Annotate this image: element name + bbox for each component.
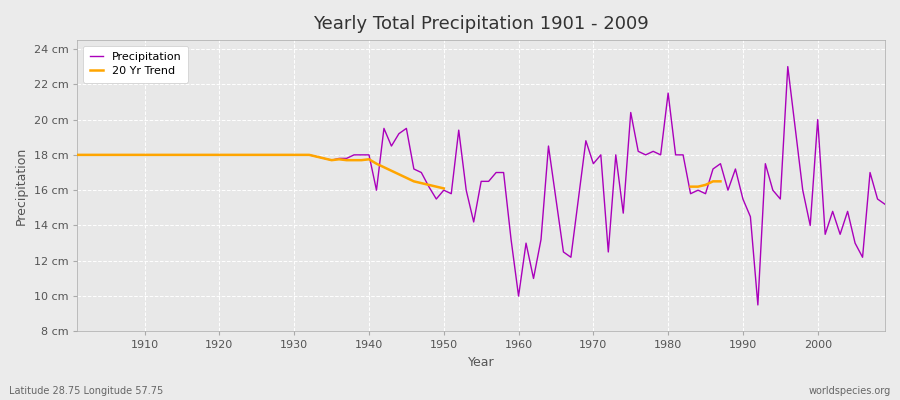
20 Yr Trend bbox=[87, 152, 98, 157]
20 Yr Trend bbox=[423, 182, 434, 187]
20 Yr Trend bbox=[304, 152, 315, 157]
20 Yr Trend bbox=[259, 152, 270, 157]
20 Yr Trend bbox=[221, 152, 232, 157]
20 Yr Trend bbox=[124, 152, 135, 157]
20 Yr Trend bbox=[214, 152, 225, 157]
Precipitation bbox=[879, 202, 890, 207]
20 Yr Trend bbox=[431, 184, 442, 189]
20 Yr Trend bbox=[192, 152, 202, 157]
20 Yr Trend bbox=[131, 152, 142, 157]
Precipitation bbox=[506, 237, 517, 242]
20 Yr Trend bbox=[386, 168, 397, 173]
20 Yr Trend bbox=[199, 152, 210, 157]
20 Yr Trend bbox=[154, 152, 165, 157]
20 Yr Trend bbox=[140, 152, 150, 157]
Text: Latitude 28.75 Longitude 57.75: Latitude 28.75 Longitude 57.75 bbox=[9, 386, 163, 396]
20 Yr Trend bbox=[326, 158, 337, 162]
20 Yr Trend bbox=[117, 152, 128, 157]
Precipitation bbox=[513, 294, 524, 298]
20 Yr Trend bbox=[94, 152, 105, 157]
20 Yr Trend bbox=[416, 181, 427, 186]
Line: 20 Yr Trend: 20 Yr Trend bbox=[77, 155, 444, 188]
20 Yr Trend bbox=[282, 152, 292, 157]
20 Yr Trend bbox=[289, 152, 300, 157]
Text: worldspecies.org: worldspecies.org bbox=[809, 386, 891, 396]
20 Yr Trend bbox=[169, 152, 180, 157]
20 Yr Trend bbox=[401, 176, 412, 180]
20 Yr Trend bbox=[109, 152, 120, 157]
Line: Precipitation: Precipitation bbox=[77, 66, 885, 305]
20 Yr Trend bbox=[244, 152, 255, 157]
Precipitation bbox=[782, 64, 793, 69]
20 Yr Trend bbox=[229, 152, 239, 157]
20 Yr Trend bbox=[334, 157, 345, 162]
20 Yr Trend bbox=[72, 152, 83, 157]
Precipitation bbox=[341, 156, 352, 161]
20 Yr Trend bbox=[162, 152, 173, 157]
20 Yr Trend bbox=[274, 152, 284, 157]
20 Yr Trend bbox=[311, 154, 322, 159]
20 Yr Trend bbox=[266, 152, 277, 157]
20 Yr Trend bbox=[371, 161, 382, 166]
Precipitation bbox=[752, 302, 763, 307]
20 Yr Trend bbox=[206, 152, 217, 157]
Precipitation bbox=[296, 152, 307, 157]
20 Yr Trend bbox=[176, 152, 187, 157]
20 Yr Trend bbox=[379, 165, 390, 170]
Legend: Precipitation, 20 Yr Trend: Precipitation, 20 Yr Trend bbox=[83, 46, 188, 82]
20 Yr Trend bbox=[356, 158, 367, 162]
Precipitation bbox=[603, 250, 614, 254]
20 Yr Trend bbox=[348, 158, 359, 162]
20 Yr Trend bbox=[319, 156, 329, 161]
Precipitation bbox=[131, 152, 142, 157]
20 Yr Trend bbox=[184, 152, 195, 157]
20 Yr Trend bbox=[102, 152, 112, 157]
20 Yr Trend bbox=[147, 152, 158, 157]
Y-axis label: Precipitation: Precipitation bbox=[15, 147, 28, 225]
20 Yr Trend bbox=[296, 152, 307, 157]
Precipitation bbox=[72, 152, 83, 157]
X-axis label: Year: Year bbox=[468, 356, 494, 369]
20 Yr Trend bbox=[237, 152, 248, 157]
20 Yr Trend bbox=[251, 152, 262, 157]
20 Yr Trend bbox=[79, 152, 90, 157]
20 Yr Trend bbox=[438, 186, 449, 191]
20 Yr Trend bbox=[341, 158, 352, 162]
Title: Yearly Total Precipitation 1901 - 2009: Yearly Total Precipitation 1901 - 2009 bbox=[313, 15, 649, 33]
20 Yr Trend bbox=[364, 157, 374, 162]
20 Yr Trend bbox=[409, 179, 419, 184]
20 Yr Trend bbox=[393, 172, 404, 177]
